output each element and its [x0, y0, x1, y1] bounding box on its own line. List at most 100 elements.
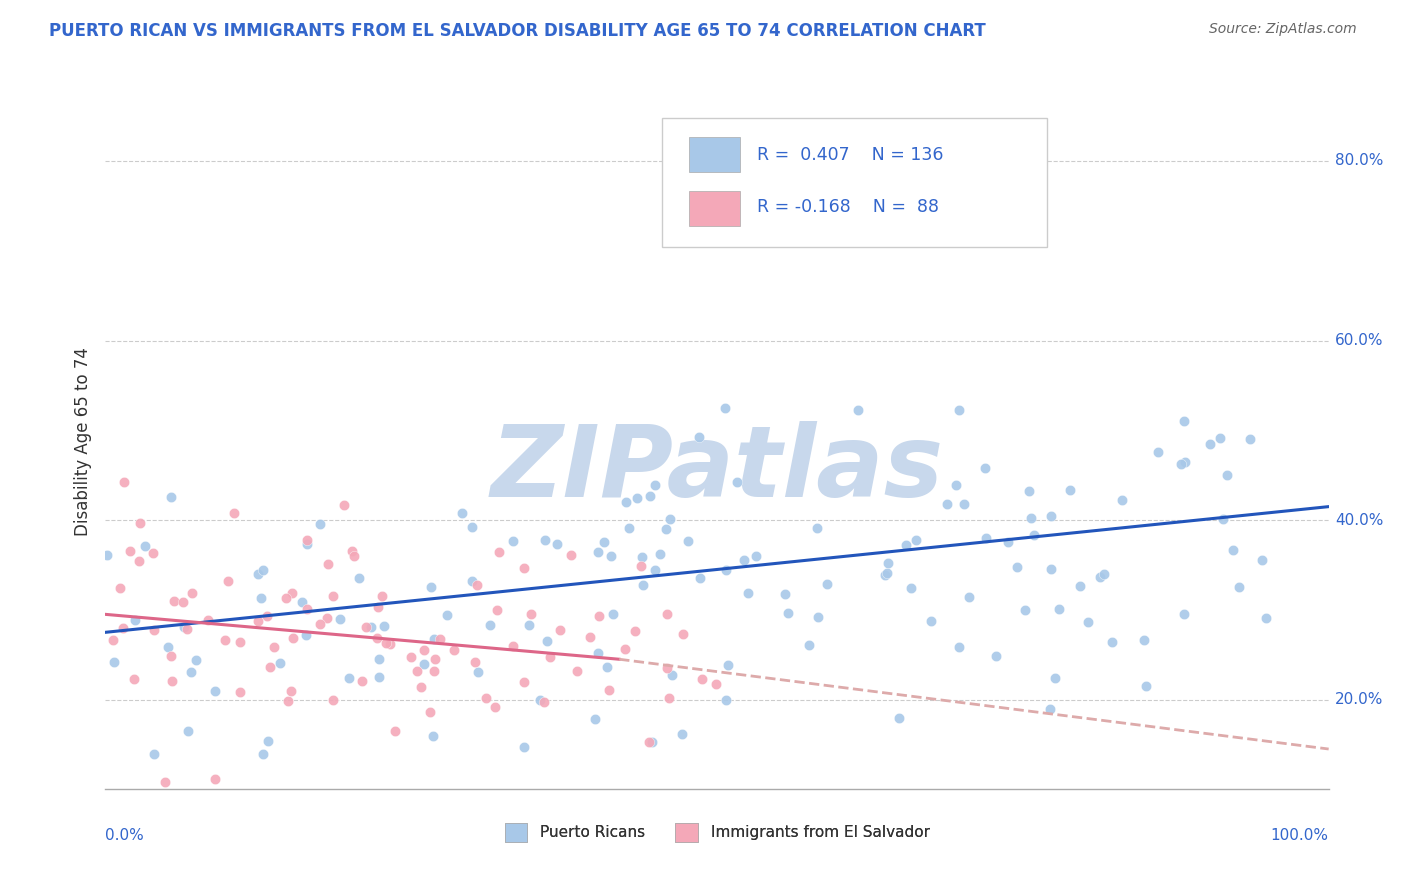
Point — [716, 657, 738, 672]
Point — [367, 651, 389, 665]
Text: ZIPatlas: ZIPatlas — [491, 421, 943, 518]
Point — [714, 693, 737, 707]
Point — [671, 727, 693, 741]
Point — [297, 533, 319, 547]
Point — [384, 724, 406, 739]
Point — [399, 649, 422, 664]
Point — [142, 747, 165, 761]
Point — [378, 637, 401, 651]
Point — [520, 607, 543, 621]
Point — [807, 610, 830, 624]
Point — [1173, 414, 1195, 428]
Point — [920, 614, 942, 628]
Point — [280, 586, 302, 600]
Point — [538, 649, 561, 664]
Point — [1101, 635, 1123, 649]
Point — [889, 711, 911, 725]
Point — [619, 520, 641, 534]
Point — [704, 677, 727, 691]
Y-axis label: Disability Age 65 to 74: Disability Age 65 to 74 — [73, 347, 91, 536]
Point — [96, 548, 118, 562]
Point — [423, 664, 446, 678]
Point — [936, 498, 959, 512]
Text: PUERTO RICAN VS IMMIGRANTS FROM EL SALVADOR DISABILITY AGE 65 TO 74 CORRELATION : PUERTO RICAN VS IMMIGRANTS FROM EL SALVA… — [49, 22, 986, 40]
Point — [250, 591, 273, 605]
Point — [529, 693, 551, 707]
Point — [613, 641, 636, 656]
Point — [1251, 553, 1274, 567]
Point — [737, 585, 759, 599]
Point — [655, 660, 678, 674]
Point — [1045, 671, 1067, 685]
Point — [1254, 610, 1277, 624]
Point — [124, 613, 146, 627]
Point — [797, 638, 820, 652]
Point — [176, 622, 198, 636]
Point — [658, 691, 681, 706]
Point — [1014, 603, 1036, 617]
Point — [876, 566, 898, 581]
Point — [295, 628, 318, 642]
Point — [806, 521, 828, 535]
Point — [485, 602, 508, 616]
Point — [224, 506, 246, 520]
Point — [586, 545, 609, 559]
Point — [1111, 493, 1133, 508]
Point — [637, 735, 659, 749]
Point — [229, 635, 252, 649]
Point — [184, 653, 207, 667]
Point — [308, 516, 330, 531]
Point — [451, 506, 474, 520]
Point — [502, 533, 524, 548]
Point — [371, 589, 394, 603]
Point — [173, 620, 195, 634]
Point — [197, 613, 219, 627]
Point — [534, 533, 557, 548]
Point — [1212, 512, 1234, 526]
Point — [661, 668, 683, 682]
FancyBboxPatch shape — [689, 191, 741, 226]
Point — [157, 640, 180, 654]
Point — [593, 535, 616, 549]
FancyBboxPatch shape — [689, 137, 741, 172]
Point — [181, 586, 204, 600]
Point — [1040, 562, 1063, 576]
Point — [295, 537, 318, 551]
Point — [689, 571, 711, 585]
Point — [600, 549, 623, 563]
Point — [1135, 679, 1157, 693]
Point — [413, 657, 436, 671]
Point — [602, 607, 624, 622]
Point — [548, 623, 571, 637]
Point — [536, 633, 558, 648]
Point — [461, 520, 484, 534]
Point — [162, 673, 184, 688]
Point — [101, 632, 124, 647]
Point — [690, 672, 713, 686]
Text: Source: ZipAtlas.com: Source: ZipAtlas.com — [1209, 22, 1357, 37]
Point — [155, 775, 177, 789]
Point — [655, 522, 678, 536]
Point — [1069, 579, 1091, 593]
Point — [373, 619, 395, 633]
Point — [256, 609, 278, 624]
Point — [340, 543, 363, 558]
Point — [745, 549, 768, 564]
Point — [280, 684, 302, 698]
Point — [1092, 566, 1115, 581]
Point — [1170, 457, 1192, 471]
Point — [422, 729, 444, 743]
Point — [953, 497, 976, 511]
Point — [436, 607, 458, 622]
Point — [409, 681, 432, 695]
Point — [1059, 483, 1081, 497]
Point — [309, 616, 332, 631]
Point — [630, 559, 652, 574]
Point — [513, 675, 536, 690]
Point — [257, 733, 280, 747]
Point — [367, 670, 389, 684]
Point — [322, 590, 344, 604]
Point — [322, 692, 344, 706]
Point — [488, 545, 510, 559]
Point — [467, 665, 489, 680]
